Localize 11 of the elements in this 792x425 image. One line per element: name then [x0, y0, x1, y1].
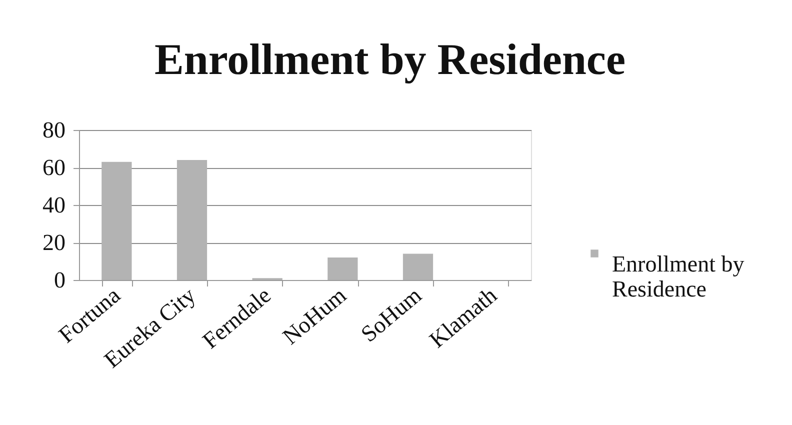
bar	[102, 162, 132, 280]
bar	[402, 254, 434, 280]
bar	[328, 258, 358, 280]
y-tick-label: 40	[42, 192, 66, 218]
legend-label: Enrollment by Residence	[612, 252, 745, 302]
chart-title: Enrollment by Residence	[154, 35, 626, 84]
bar	[176, 160, 208, 280]
y-tick-label: 20	[42, 230, 66, 255]
y-tick-label: 80	[42, 118, 66, 142]
y-tick-label: 60	[42, 155, 66, 180]
y-tick-label: 0	[54, 268, 66, 292]
